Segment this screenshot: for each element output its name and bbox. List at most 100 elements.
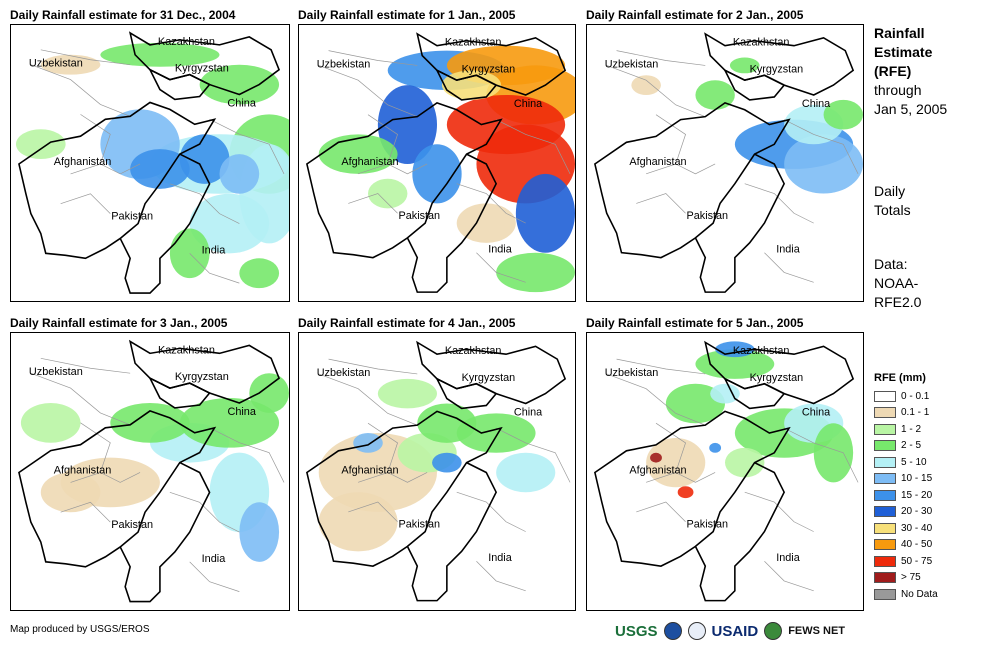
admin-boundary: [476, 252, 526, 283]
admin-boundary: [80, 114, 111, 165]
rain-patch: [695, 80, 735, 110]
admin-boundary: [616, 358, 706, 375]
map-label-pakistan: Pakistan: [111, 211, 153, 223]
map-label-india: India: [776, 552, 800, 564]
country-border: [593, 101, 791, 259]
admin-boundary: [318, 373, 418, 426]
legend-label: 40 - 50: [901, 539, 933, 551]
admin-boundary: [616, 50, 706, 66]
rain-patch: [695, 349, 775, 379]
rain-patch: [823, 99, 863, 130]
side-through-label: through: [874, 82, 922, 98]
map-canvas: Kazakhstan Uzbekistan Kyrgyzstan China Afgha…: [305, 32, 575, 293]
legend-label: 0.1 - 1: [901, 407, 930, 419]
noaa-logo-icon: [663, 622, 682, 640]
rain-patch: [813, 423, 854, 483]
rain-patch: [456, 203, 516, 243]
side-data-source: Data: NOAA- RFE2.0: [874, 255, 921, 312]
legend-item: 40 - 50: [874, 537, 938, 554]
legend-label: 15 - 20: [901, 489, 933, 501]
legend-swatch: [874, 423, 896, 435]
rain-patch: [368, 178, 408, 209]
legend-swatch: [874, 555, 896, 567]
usaid-logo: USAID: [711, 622, 759, 640]
admin-boundary: [606, 373, 706, 426]
map-label-uzbekistan: Uzbekistan: [605, 367, 659, 379]
rain-patch: [784, 134, 863, 194]
rain-patch: [377, 85, 437, 164]
admin-boundary: [764, 560, 814, 592]
legend-label: No Data: [901, 588, 938, 600]
panel-title-5: Daily Rainfall estimate for 4 Jan., 2005: [298, 316, 516, 330]
rain-patch: [496, 452, 556, 493]
legend-swatch: [874, 489, 896, 501]
admin-boundary: [40, 49, 131, 66]
map-label-afghanistan: Afghanistan: [341, 464, 398, 476]
country-border: [406, 461, 498, 602]
map-label-china: China: [227, 97, 256, 109]
rain-patch: [219, 154, 260, 194]
admin-boundary: [476, 560, 526, 592]
rain-patch: [377, 378, 437, 409]
map-label-afghanistan: Afghanistan: [54, 464, 112, 476]
map-label-kazakhstan: Kazakhstan: [445, 345, 502, 357]
side-daily-line-1: Daily: [874, 183, 906, 199]
map-canvas: Kazakhstan Uzbekistan Kyrgyzstan China Afgha…: [593, 340, 859, 602]
admin-boundary: [60, 501, 111, 523]
map-label-china: China: [227, 406, 256, 418]
rain-patch: [130, 149, 190, 189]
admin-boundary: [655, 422, 686, 473]
legend-swatch: [874, 390, 896, 402]
panel-title-4: Daily Rainfall estimate for 3 Jan., 2005: [10, 316, 228, 330]
country-border: [723, 377, 786, 410]
rainfall-map-2: Kazakhstan Uzbekistan Kyrgyzstan China Afgha…: [298, 24, 576, 302]
map-label-kyrgyzstan: Kyrgyzstan: [750, 372, 804, 384]
panel-title-1: Daily Rainfall estimate for 31 Dec., 200…: [10, 8, 236, 22]
fews-net-logo: FEWS NET: [788, 625, 846, 637]
legend-item: 1 - 2: [874, 421, 938, 438]
map-label-kazakhstan: Kazakhstan: [158, 36, 215, 48]
legend-item: 5 - 10: [874, 454, 938, 471]
admin-boundary: [40, 357, 131, 374]
side-daily-line-2: Totals: [874, 202, 911, 218]
map-label-afghanistan: Afghanistan: [341, 156, 398, 168]
rain-patch: [715, 341, 755, 358]
country-border: [694, 461, 786, 602]
admin-boundary: [744, 491, 814, 532]
rain-patch: [179, 134, 230, 184]
legend-item: 15 - 20: [874, 487, 938, 504]
panel-title-6: Daily Rainfall estimate for 5 Jan., 2005: [586, 316, 804, 330]
map-label-kazakhstan: Kazakhstan: [158, 344, 215, 356]
map-label-uzbekistan: Uzbekistan: [29, 366, 83, 378]
legend-swatch: [874, 407, 896, 419]
legend: RFE (mm) 0 - 0.1 0.1 - 1 1 - 2 2 - 5 5 - 10 1…: [874, 372, 938, 603]
country-border: [18, 101, 217, 260]
admin-boundary: [70, 472, 141, 483]
legend-title: RFE (mm): [874, 372, 926, 384]
admin-boundary: [367, 114, 398, 165]
country-border: [406, 153, 498, 293]
legend-item: 50 - 75: [874, 553, 938, 570]
legend-label: 0 - 0.1: [901, 390, 930, 402]
rain-patch: [239, 258, 280, 289]
legend-swatch: [874, 588, 896, 600]
map-label-uzbekistan: Uzbekistan: [29, 58, 83, 70]
country-border: [148, 376, 211, 409]
map-label-kyrgyzstan: Kyrgyzstan: [462, 372, 516, 384]
rain-patch: [110, 402, 190, 443]
admin-boundary: [358, 163, 428, 175]
legend-label: 2 - 5: [901, 440, 922, 452]
map-canvas: Kazakhstan Uzbekistan Kyrgyzstan China Afgha…: [15, 31, 289, 294]
map-label-uzbekistan: Uzbekistan: [317, 367, 371, 379]
rain-patch: [40, 54, 101, 75]
logo-bar: USGS USAID FEWS NET: [615, 620, 845, 642]
side-data-line-1: Data:: [874, 256, 908, 272]
nasa-seal-icon: [687, 622, 706, 640]
admin-boundary: [456, 491, 526, 532]
legend-label: > 75: [901, 572, 921, 584]
side-title: Rainfall Estimate (RFE): [874, 24, 932, 81]
map-label-india: India: [488, 552, 512, 564]
admin-boundary: [655, 114, 686, 165]
map-label-uzbekistan: Uzbekistan: [605, 58, 659, 70]
rain-patch: [441, 70, 502, 100]
